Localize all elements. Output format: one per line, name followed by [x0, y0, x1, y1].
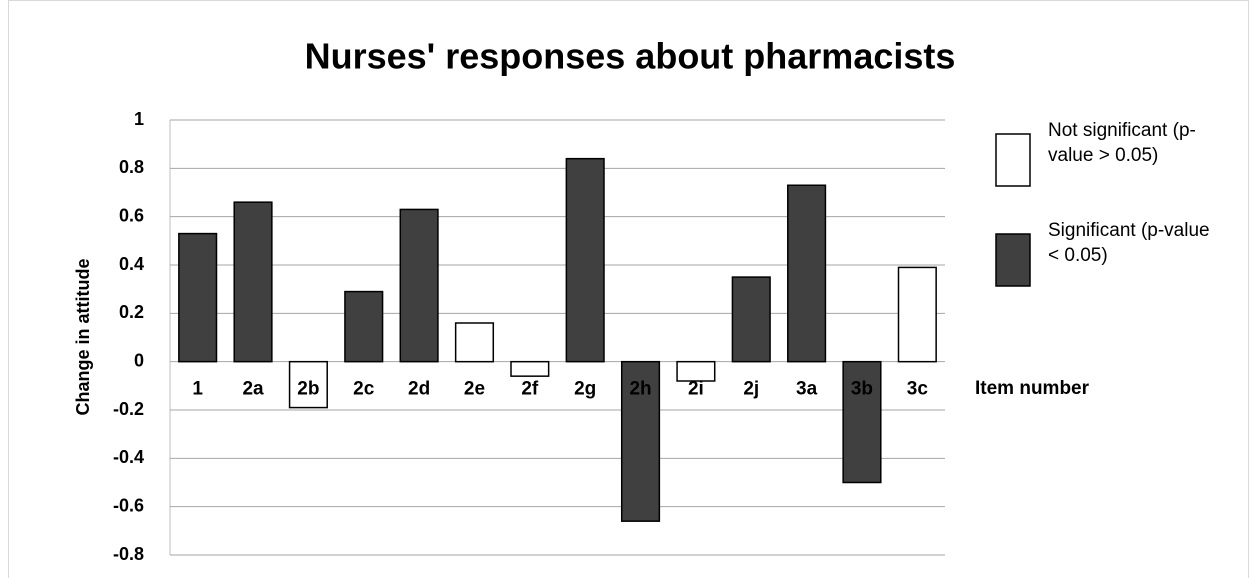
bar: [288, 360, 328, 409]
x-tick-label: 1: [192, 379, 203, 400]
bar: [897, 266, 937, 363]
x-tick-label: 3a: [796, 379, 818, 400]
x-tick-label: 2f: [521, 379, 539, 400]
bar: [731, 276, 771, 363]
x-tick-label: 2a: [242, 379, 264, 400]
y-tick-label: 0.4: [119, 254, 144, 274]
bar: [620, 360, 661, 522]
x-tick-label: 2g: [574, 379, 596, 400]
y-tick-label: 1: [134, 109, 144, 129]
bar: [676, 360, 716, 382]
bar: [454, 322, 495, 363]
bar: [344, 290, 384, 363]
bar: [233, 201, 273, 363]
y-tick-label: 0.8: [119, 157, 144, 177]
x-tick-label: 3c: [907, 379, 929, 400]
y-tick-label: 0.6: [119, 205, 144, 225]
y-tick-label: -0.8: [113, 544, 144, 564]
x-tick-label: 2c: [353, 379, 375, 400]
bar: [510, 360, 550, 377]
x-tick-label: 3b: [851, 379, 873, 400]
x-tick-label: 2d: [408, 379, 430, 400]
bar: [565, 157, 605, 363]
x-tick-label: 2e: [464, 379, 485, 400]
bar: [842, 360, 882, 484]
x-axis-label: Item number: [975, 378, 1090, 399]
bar: [399, 208, 439, 363]
y-tick-label: -0.2: [113, 399, 144, 419]
x-tick-label: 2h: [629, 379, 651, 400]
bar: [178, 232, 218, 363]
y-tick-label: -0.4: [113, 447, 144, 467]
y-tick-label: 0.2: [119, 302, 144, 322]
legend-swatch: [995, 233, 1031, 287]
x-tick-label: 2b: [297, 379, 319, 400]
y-tick-label: -0.6: [113, 495, 144, 515]
chart-title: Nurses' responses about pharmacists: [305, 36, 956, 77]
legend-label: Not significant (p-value > 0.05): [1048, 120, 1196, 166]
bar: [787, 184, 827, 363]
legend-label: Significant (p-value < 0.05): [1048, 220, 1210, 266]
y-tick-label: 0: [134, 350, 144, 370]
x-tick-label: 2i: [688, 379, 704, 400]
y-axis-label: Change in attitude: [73, 259, 93, 416]
x-tick-label: 2j: [743, 379, 759, 400]
legend-swatch: [995, 133, 1031, 187]
